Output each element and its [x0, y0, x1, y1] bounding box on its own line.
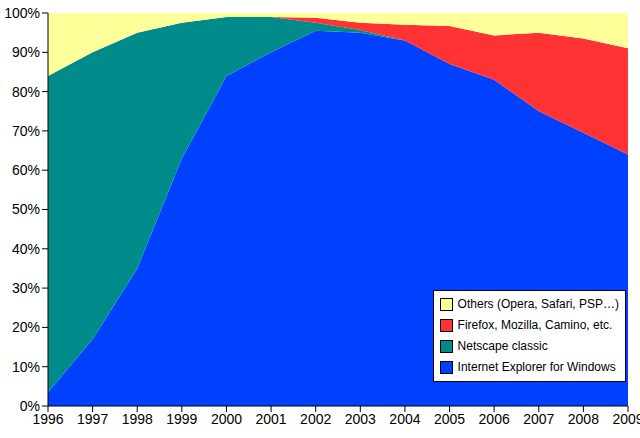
svg-text:70%: 70% — [12, 123, 40, 139]
svg-text:2009: 2009 — [612, 411, 632, 427]
svg-text:90%: 90% — [12, 44, 40, 60]
svg-text:20%: 20% — [12, 319, 40, 335]
svg-text:2004: 2004 — [389, 411, 420, 427]
svg-text:2001: 2001 — [255, 411, 286, 427]
html-text:Internet Explorer for Windows: Internet Explorer for Windows — [457, 360, 616, 374]
html-text:Netscape classic: Netscape classic — [457, 339, 548, 353]
html-text:Firefox, Mozilla, Camino, etc.: Firefox, Mozilla, Camino, etc. — [457, 318, 613, 332]
svg-text:50%: 50% — [12, 201, 40, 217]
svg-text:2002: 2002 — [300, 411, 331, 427]
svg-text:10%: 10% — [12, 359, 40, 375]
svg-text:1997: 1997 — [77, 411, 108, 427]
svg-text:2006: 2006 — [479, 411, 510, 427]
svg-text:2008: 2008 — [568, 411, 599, 427]
svg-text:40%: 40% — [12, 241, 40, 257]
svg-text:1999: 1999 — [166, 411, 197, 427]
svg-text:30%: 30% — [12, 280, 40, 296]
svg-text:2000: 2000 — [211, 411, 242, 427]
svg-text:1996: 1996 — [32, 410, 64, 427]
svg-text:2007: 2007 — [523, 411, 554, 427]
svg-text:2005: 2005 — [434, 411, 465, 427]
html-text:Others (Opera, Safari, PSP…): Others (Opera, Safari, PSP…) — [457, 297, 619, 311]
svg-text:100%: 100% — [8, 5, 40, 21]
svg-text:1998: 1998 — [122, 411, 153, 427]
svg-text:2003: 2003 — [345, 411, 376, 427]
svg-text:60%: 60% — [12, 162, 40, 178]
svg-text:0%: 0% — [20, 398, 40, 414]
svg-text:80%: 80% — [12, 84, 40, 100]
